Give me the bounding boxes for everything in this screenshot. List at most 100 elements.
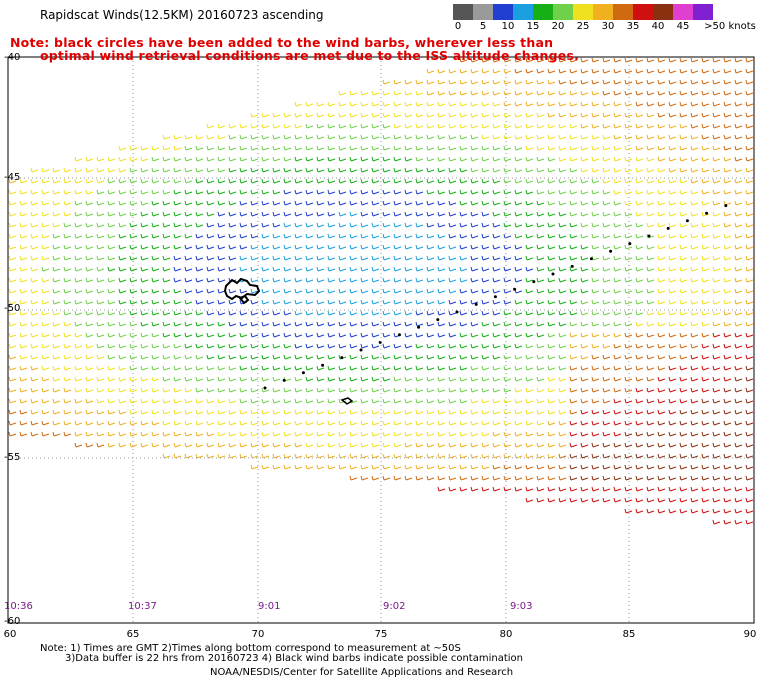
- wind-barb: [624, 376, 633, 382]
- wind-barb: [338, 442, 347, 448]
- wind-barb: [690, 398, 699, 404]
- wind-barb: [437, 79, 446, 85]
- wind-barb: [459, 134, 468, 140]
- wind-barb: [305, 431, 314, 437]
- wind-barb: [316, 387, 325, 393]
- wind-barb: [173, 387, 182, 393]
- wind-barb: [558, 398, 567, 404]
- wind-barb: [723, 101, 732, 107]
- contamination-marker: [628, 242, 632, 246]
- wind-barb: [668, 189, 677, 195]
- wind-barb: [580, 409, 589, 415]
- wind-barb: [393, 189, 402, 195]
- wind-barb: [250, 178, 259, 184]
- wind-barb: [602, 101, 611, 107]
- legend-swatch: [453, 4, 473, 20]
- wind-barb: [19, 398, 28, 404]
- wind-barb: [668, 475, 677, 481]
- wind-barb: [239, 321, 248, 327]
- wind-barb: [404, 420, 413, 426]
- wind-barb: [239, 442, 248, 448]
- wind-barb: [371, 299, 380, 305]
- wind-barb: [558, 167, 567, 173]
- wind-barb: [327, 244, 336, 250]
- wind-barb: [294, 464, 303, 470]
- wind-barb: [195, 431, 204, 437]
- wind-barb: [85, 310, 94, 316]
- wind-barb: [294, 376, 303, 382]
- wind-barb: [261, 167, 270, 173]
- wind-barb: [74, 277, 83, 283]
- wind-barb: [503, 200, 512, 206]
- wind-barb: [712, 211, 721, 217]
- wind-barb: [679, 189, 688, 195]
- wind-barb: [591, 310, 600, 316]
- wind-barb: [162, 310, 171, 316]
- wind-barb: [668, 321, 677, 327]
- wind-barb: [228, 123, 237, 129]
- wind-barb: [635, 112, 644, 118]
- wind-barb: [569, 211, 578, 217]
- wind-barb: [250, 123, 259, 129]
- wind-barb: [415, 464, 424, 470]
- wind-barb: [129, 343, 138, 349]
- wind-barb: [316, 442, 325, 448]
- wind-barb: [250, 387, 259, 393]
- wind-barb: [272, 387, 281, 393]
- wind-barb: [580, 266, 589, 272]
- wind-barb: [184, 266, 193, 272]
- wind-barb: [382, 442, 391, 448]
- wind-barb: [701, 189, 710, 195]
- wind-barb: [503, 288, 512, 294]
- wind-barb: [503, 332, 512, 338]
- wind-barb: [360, 431, 369, 437]
- wind-barb: [283, 310, 292, 316]
- wind-barb: [635, 255, 644, 261]
- wind-barb: [569, 464, 578, 470]
- wind-barb: [745, 453, 754, 459]
- wind-barb: [96, 222, 105, 228]
- wind-barb: [206, 189, 215, 195]
- wind-barb: [558, 244, 567, 250]
- wind-barb: [723, 332, 732, 338]
- wind-barb: [305, 409, 314, 415]
- wind-barb: [558, 475, 567, 481]
- wind-barb: [393, 112, 402, 118]
- wind-barb: [558, 112, 567, 118]
- wind-barb: [503, 431, 512, 437]
- wind-barb: [272, 244, 281, 250]
- wind-barb: [382, 189, 391, 195]
- wind-barb: [371, 332, 380, 338]
- wind-barb: [602, 277, 611, 283]
- wind-barb: [129, 200, 138, 206]
- wind-barb: [503, 398, 512, 404]
- wind-barb: [316, 464, 325, 470]
- wind-barb: [52, 255, 61, 261]
- wind-barb: [327, 442, 336, 448]
- wind-barb: [316, 255, 325, 261]
- wind-barb: [481, 233, 490, 239]
- wind-barb: [503, 321, 512, 327]
- wind-barb: [228, 310, 237, 316]
- lon-label: 75: [374, 629, 388, 640]
- wind-barb: [184, 145, 193, 151]
- wind-barb: [173, 299, 182, 305]
- wind-barb: [635, 464, 644, 470]
- wind-barb: [140, 222, 149, 228]
- wind-barb: [393, 354, 402, 360]
- wind-barb: [723, 343, 732, 349]
- wind-barb: [734, 222, 743, 228]
- wind-barb: [85, 200, 94, 206]
- wind-barb: [85, 332, 94, 338]
- wind-barb: [118, 189, 127, 195]
- wind-barb: [701, 398, 710, 404]
- wind-barb: [217, 365, 226, 371]
- wind-barb: [283, 233, 292, 239]
- wind-barb: [536, 68, 545, 74]
- wind-barb: [327, 365, 336, 371]
- wind-barb: [492, 145, 501, 151]
- wind-barb: [525, 442, 534, 448]
- wind-barb: [525, 409, 534, 415]
- wind-barb: [349, 156, 358, 162]
- wind-barb: [118, 365, 127, 371]
